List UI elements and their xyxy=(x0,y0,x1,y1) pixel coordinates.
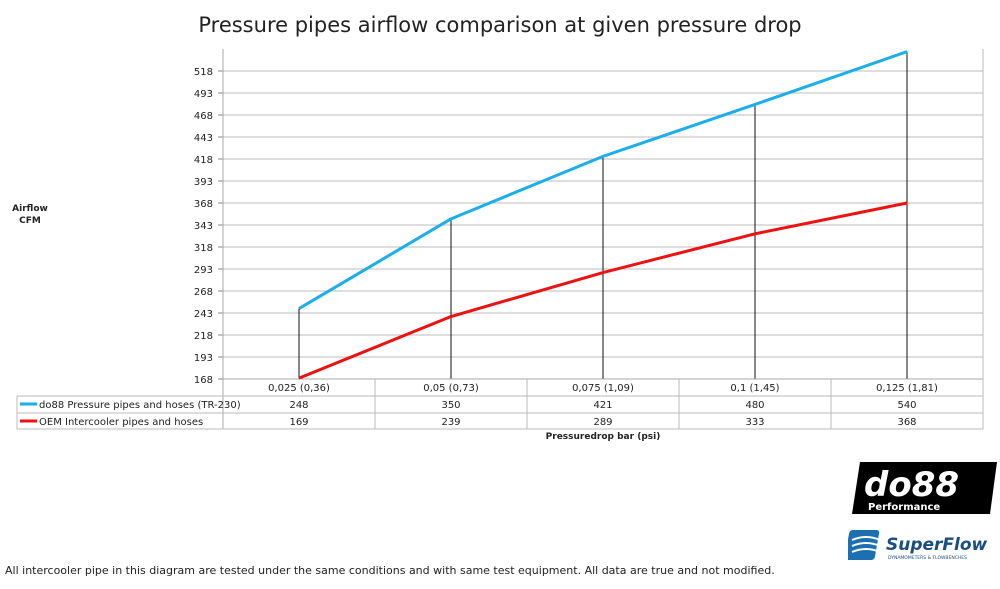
data-table-cell: 289 xyxy=(593,417,612,428)
y-tick-label: 418 xyxy=(194,155,213,166)
y-tick-label: 243 xyxy=(194,309,213,320)
data-table-cell: 239 xyxy=(441,417,460,428)
y-tick-label: 368 xyxy=(194,199,213,210)
svg-text:Performance: Performance xyxy=(868,502,940,513)
legend-label: OEM Intercooler pipes and hoses xyxy=(39,417,203,428)
y-tick-label: 293 xyxy=(194,265,213,276)
y-tick-label: 468 xyxy=(194,111,213,122)
data-table-cell: 480 xyxy=(745,400,764,411)
data-point xyxy=(602,272,604,274)
line-chart: 168 193 218 243 268 293 318 343 368 393 418 443 468 4… xyxy=(16,49,984,430)
y-axis-label: Airflow CFM xyxy=(8,203,52,227)
x-tick-label: 0,025 (0,36) xyxy=(268,383,330,394)
x-tick-label: 0,05 (0,73) xyxy=(423,383,479,394)
do88-logo: do88 Performance xyxy=(852,462,997,514)
data-point xyxy=(602,155,604,157)
y-tick-label: 493 xyxy=(194,89,213,100)
data-table-cell: 350 xyxy=(441,400,460,411)
y-tick-label: 168 xyxy=(194,375,213,386)
y-tick-label: 443 xyxy=(194,133,213,144)
x-tick-label: 0,1 (1,45) xyxy=(730,383,779,394)
y-axis-label-line2: CFM xyxy=(19,216,41,226)
data-table-cell: 421 xyxy=(593,400,612,411)
data-point xyxy=(906,202,908,204)
data-point xyxy=(754,233,756,235)
svg-text:SuperFlow: SuperFlow xyxy=(886,535,988,555)
y-tick-label: 268 xyxy=(194,287,213,298)
y-tick-label: 193 xyxy=(194,353,213,364)
legend-label: do88 Pressure pipes and hoses (TR-230) xyxy=(39,400,241,411)
y-axis-label-line1: Airflow xyxy=(12,204,48,214)
data-table-cell: 368 xyxy=(897,417,916,428)
data-table-cell: 169 xyxy=(289,417,308,428)
data-point xyxy=(906,51,908,53)
data-point xyxy=(450,218,452,220)
x-tick-label: 0,075 (1,09) xyxy=(572,383,634,394)
data-point xyxy=(754,103,756,105)
y-tick-label: 318 xyxy=(194,243,213,254)
svg-text:do88: do88 xyxy=(864,465,959,505)
y-tick-label: 218 xyxy=(194,331,213,342)
y-tick-label: 393 xyxy=(194,177,213,188)
y-tick-label: 343 xyxy=(194,221,213,232)
footnote: All intercooler pipe in this diagram are… xyxy=(5,564,775,577)
data-point xyxy=(298,308,300,310)
data-point xyxy=(450,316,452,318)
svg-text:DYNAMOMETERS & FLOWBENCHES: DYNAMOMETERS & FLOWBENCHES xyxy=(888,555,967,561)
chart-title: Pressure pipes airflow comparison at giv… xyxy=(198,13,802,37)
data-point xyxy=(298,377,300,379)
data-table-cell: 248 xyxy=(289,400,308,411)
data-table-cell: 333 xyxy=(745,417,764,428)
x-tick-label: 0,125 (1,81) xyxy=(876,383,938,394)
x-axis-label: Pressuredrop bar (psi) xyxy=(545,432,661,442)
data-table-cell: 540 xyxy=(897,400,916,411)
y-tick-label: 518 xyxy=(194,67,213,78)
superflow-logo: SuperFlow DYNAMOMETERS & FLOWBENCHES xyxy=(848,530,988,561)
